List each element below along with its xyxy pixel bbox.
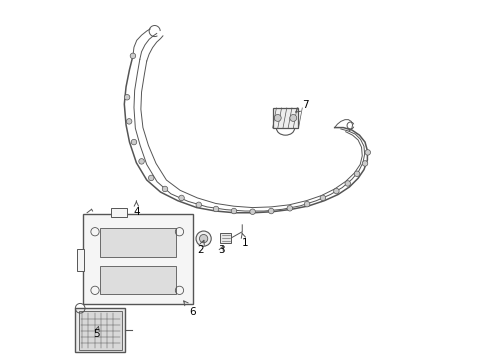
- Circle shape: [162, 186, 168, 192]
- Bar: [111, 208, 127, 217]
- Bar: [79, 311, 122, 350]
- Circle shape: [290, 114, 297, 121]
- Text: 4: 4: [133, 201, 140, 217]
- Circle shape: [365, 150, 370, 155]
- Bar: [100, 266, 176, 294]
- Circle shape: [345, 181, 350, 186]
- Circle shape: [354, 171, 360, 176]
- Circle shape: [196, 231, 211, 246]
- Bar: [220, 233, 231, 243]
- Circle shape: [320, 195, 326, 201]
- Circle shape: [148, 175, 154, 181]
- Circle shape: [287, 206, 293, 211]
- Circle shape: [231, 208, 237, 214]
- Circle shape: [304, 201, 310, 207]
- Text: 2: 2: [197, 240, 204, 255]
- Circle shape: [196, 202, 201, 208]
- Circle shape: [334, 188, 339, 194]
- Text: 5: 5: [93, 327, 99, 339]
- Circle shape: [269, 208, 274, 214]
- Text: 1: 1: [241, 233, 248, 248]
- Bar: [75, 307, 125, 352]
- Bar: [83, 215, 193, 304]
- Circle shape: [362, 161, 368, 166]
- Circle shape: [130, 53, 136, 59]
- Text: 6: 6: [184, 301, 196, 317]
- Circle shape: [179, 195, 184, 201]
- Bar: [77, 249, 84, 271]
- Circle shape: [199, 234, 208, 243]
- Circle shape: [139, 159, 145, 164]
- Circle shape: [274, 114, 281, 121]
- Text: 3: 3: [218, 245, 225, 255]
- Bar: [272, 108, 298, 128]
- Circle shape: [213, 206, 219, 212]
- Bar: [100, 228, 176, 257]
- Circle shape: [124, 94, 130, 100]
- Text: 7: 7: [295, 100, 309, 112]
- Circle shape: [126, 119, 132, 124]
- Circle shape: [250, 209, 255, 215]
- Circle shape: [131, 139, 137, 145]
